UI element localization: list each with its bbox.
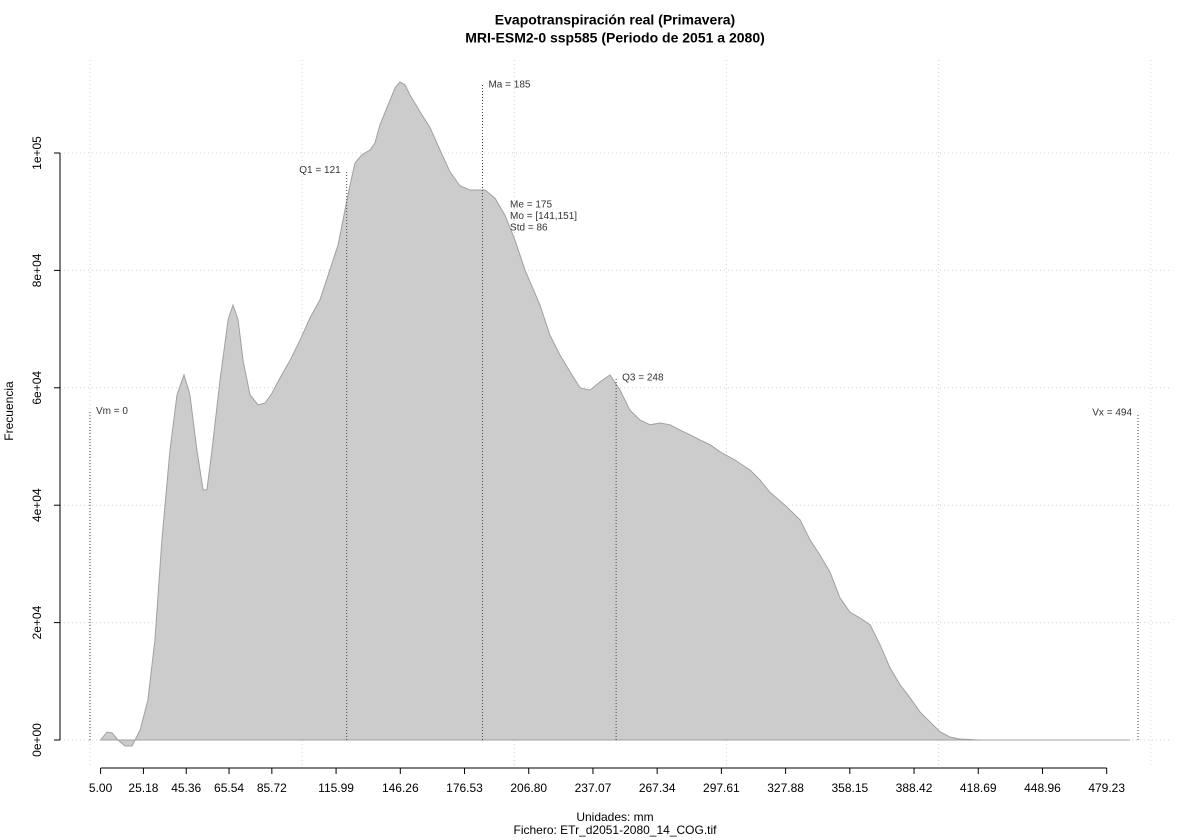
y-tick-label: 1e+05 [30, 136, 44, 170]
x-tick-label: 45.36 [171, 781, 201, 795]
marker-label: Ma = 185 [488, 80, 530, 91]
x-tick-label: 448.96 [1024, 781, 1061, 795]
marker-label: Vm = 0 [96, 406, 128, 417]
x-tick-label: 358.15 [831, 781, 868, 795]
x-axis-label: Unidades: mm [576, 810, 653, 824]
stats-label: Me = 175 [510, 199, 552, 210]
marker-label: Q1 = 121 [299, 165, 341, 176]
density-area [99, 81, 1131, 747]
x-tick-label: 206.80 [510, 781, 547, 795]
x-tick-label: 267.34 [639, 781, 676, 795]
y-tick-label: 0e+00 [30, 723, 44, 757]
y-tick-label: 2e+04 [30, 605, 44, 639]
y-axis-label: Frecuencia [2, 381, 16, 441]
x-tick-label: 146.26 [382, 781, 419, 795]
marker-label: Q3 = 248 [622, 372, 664, 383]
x-tick-label: 5.00 [89, 781, 113, 795]
x-tick-label: 85.72 [257, 781, 287, 795]
x-tick-label: 65.54 [214, 781, 244, 795]
chart-subtitle: MRI-ESM2-0 ssp585 (Periodo de 2051 a 208… [465, 30, 765, 46]
x-tick-label: 327.88 [767, 781, 804, 795]
x-tick-label: 418.69 [960, 781, 997, 795]
chart-title: Evapotranspiración real (Primavera) [495, 12, 735, 28]
x-tick-label: 237.07 [575, 781, 612, 795]
x-tick-label: 388.42 [896, 781, 933, 795]
x-tick-label: 115.99 [318, 781, 354, 795]
marker-label: Vx = 494 [1092, 408, 1132, 419]
x-tick-label: 297.61 [703, 781, 740, 795]
stats-label: Std = 86 [510, 222, 548, 233]
y-tick-label: 4e+04 [30, 488, 44, 522]
x-tick-label: 479.23 [1088, 781, 1125, 795]
x-tick-label: 25.18 [128, 781, 158, 795]
y-tick-label: 8e+04 [30, 253, 44, 287]
stats-label: Mo = [141,151] [510, 211, 577, 222]
y-tick-label: 6e+04 [30, 371, 44, 405]
x-tick-label: 176.53 [446, 781, 483, 795]
caption: Fichero: ETr_d2051-2080_14_COG.tif [514, 823, 718, 837]
